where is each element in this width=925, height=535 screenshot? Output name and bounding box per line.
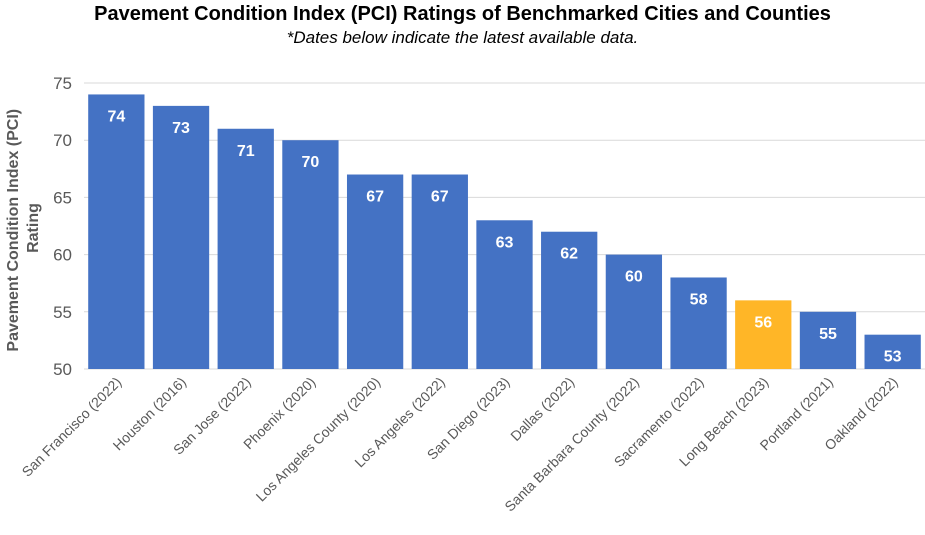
y-tick-label: 60 <box>53 246 72 265</box>
bar <box>411 174 468 369</box>
y-axis-title: Pavement Condition Index (PCI) Rating <box>5 104 42 351</box>
y-tick-label: 75 <box>53 74 72 93</box>
bar <box>864 334 921 369</box>
data-label: 67 <box>366 189 384 206</box>
bar <box>217 128 274 369</box>
data-label: 71 <box>237 143 255 160</box>
y-axis-ticks: 50 55 60 65 70 75 <box>53 74 72 379</box>
bar <box>476 220 533 369</box>
data-label: 55 <box>819 326 837 343</box>
data-label: 74 <box>107 108 125 125</box>
y-tick-label: 65 <box>53 188 72 207</box>
chart-subtitle: *Dates below indicate the latest availab… <box>286 28 639 47</box>
y-tick-label: 70 <box>53 131 72 150</box>
y-axis-title-line-2: Rating <box>25 203 42 253</box>
x-tick-label: Los Angeles County (2020) <box>252 374 383 505</box>
y-axis-title-line-1: Pavement Condition Index (PCI) <box>5 109 22 352</box>
bar <box>735 300 792 369</box>
data-label: 70 <box>302 154 320 171</box>
y-tick-label: 55 <box>53 303 72 322</box>
data-label: 63 <box>496 234 514 251</box>
x-axis-ticks: San Francisco (2022)Houston (2016)San Jo… <box>19 374 901 515</box>
x-tick-label: Dallas (2022) <box>507 374 577 444</box>
data-label: 60 <box>625 269 643 286</box>
data-label: 73 <box>172 120 190 137</box>
bars <box>88 94 921 369</box>
y-tick-label: 50 <box>53 360 72 379</box>
x-tick-label: Santa Barbara County (2022) <box>501 374 642 515</box>
chart-title: Pavement Condition Index (PCI) Ratings o… <box>94 3 831 25</box>
data-labels: 74 73 71 70 67 67 63 62 60 58 56 55 53 <box>107 108 901 365</box>
bar <box>282 140 339 369</box>
bar <box>152 105 210 369</box>
bar <box>346 174 404 369</box>
bar <box>88 94 145 369</box>
data-label: 58 <box>690 291 708 308</box>
data-label: 67 <box>431 189 449 206</box>
data-label: 56 <box>754 314 772 331</box>
data-label: 62 <box>560 246 578 263</box>
bar <box>799 311 857 369</box>
bar <box>541 231 598 369</box>
bar <box>670 277 727 369</box>
data-label: 53 <box>884 349 902 366</box>
bar <box>605 254 663 369</box>
x-tick-label: San Francisco (2022) <box>19 374 125 480</box>
